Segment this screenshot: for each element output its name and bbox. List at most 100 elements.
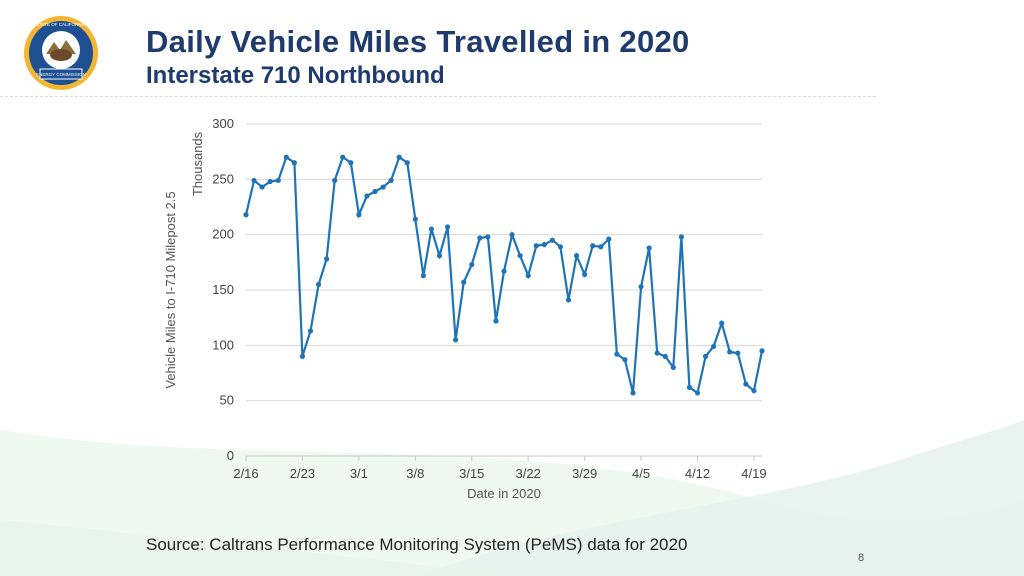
data-point: [315, 281, 322, 288]
data-point: [469, 261, 475, 268]
svg-text:STATE OF CALIFORNIA: STATE OF CALIFORNIA: [36, 22, 86, 27]
data-point: [444, 224, 451, 230]
series-line: [244, 155, 764, 395]
x-tick-label: 4/12: [685, 466, 710, 481]
data-point: [396, 154, 402, 160]
y-tick-label: 50: [220, 393, 234, 408]
data-point: [759, 348, 765, 354]
data-point: [380, 184, 386, 190]
data-point: [573, 253, 580, 259]
chart-gridlines: [246, 123, 762, 457]
data-point: [678, 234, 684, 240]
data-point: [283, 154, 289, 160]
y-tick-label: 150: [212, 282, 234, 297]
data-point: [501, 268, 507, 274]
data-point: [702, 353, 709, 359]
page-title: Daily Vehicle Miles Travelled in 2020: [146, 24, 690, 59]
data-point: [694, 390, 701, 396]
x-tick-label: 3/15: [459, 466, 484, 481]
x-tick-label: 3/8: [406, 466, 424, 481]
data-point: [525, 273, 531, 279]
data-point: [251, 177, 257, 184]
vmt-line-chart: 0 50 100 150 200 250 300 2/16 2/23 3/1 3/8 3/15 3/2…: [163, 116, 767, 501]
data-point: [461, 279, 467, 285]
x-tick-label: 2/16: [233, 466, 258, 481]
y-axis-tick-labels: 0 50 100 150 200 250 300: [212, 116, 234, 463]
data-point: [686, 384, 693, 390]
data-point: [493, 318, 499, 324]
data-point: [614, 351, 620, 357]
data-points: [243, 154, 765, 396]
x-axis-title: Date in 2020: [467, 486, 541, 501]
data-point: [662, 353, 668, 359]
data-point: [735, 350, 741, 356]
page-subtitle: Interstate 710 Northbound: [146, 62, 445, 89]
data-point: [340, 154, 346, 160]
data-point: [670, 364, 676, 371]
x-axis-tick-labels: 2/16 2/23 3/1 3/8 3/15 3/22 3/29 4/5 4/12 4/19: [233, 456, 767, 481]
data-point: [243, 212, 249, 218]
energy-commission-seal-logo: ENERGY COMMISSION STATE OF CALIFORNIA: [24, 16, 98, 90]
x-tick-label: 3/22: [516, 466, 541, 481]
data-point: [711, 343, 717, 350]
x-tick-label: 2/23: [290, 466, 315, 481]
data-point: [727, 349, 733, 355]
data-point: [332, 177, 338, 184]
data-point: [267, 178, 273, 185]
data-point: [630, 390, 636, 396]
data-point: [598, 244, 604, 250]
data-point: [606, 236, 612, 242]
data-point: [436, 253, 443, 259]
data-point: [565, 297, 572, 303]
x-tick-label: 3/29: [572, 466, 597, 481]
data-point: [533, 243, 539, 249]
x-tick-label: 4/5: [632, 466, 650, 481]
data-point: [557, 244, 564, 250]
data-point: [509, 232, 515, 238]
y-tick-label: 0: [227, 448, 234, 463]
data-point: [420, 273, 426, 279]
x-tick-label: 4/19: [741, 466, 766, 481]
data-point: [364, 193, 370, 199]
data-point: [291, 160, 297, 166]
data-point: [372, 188, 378, 195]
data-point: [541, 242, 547, 248]
data-point: [743, 381, 749, 387]
data-point: [299, 353, 306, 359]
data-point: [590, 243, 596, 249]
y-tick-label: 200: [212, 227, 234, 242]
data-point: [719, 320, 725, 326]
data-point: [654, 350, 660, 356]
data-point: [751, 388, 757, 394]
data-point: [348, 160, 354, 166]
data-point: [307, 328, 314, 334]
data-point: [549, 237, 555, 243]
data-point: [412, 216, 418, 222]
y-axis-unit-label: Thousands: [190, 131, 205, 196]
data-point: [485, 234, 491, 240]
data-point: [404, 160, 410, 166]
y-tick-label: 250: [212, 171, 234, 186]
page-number: 8: [858, 552, 865, 564]
svg-text:ENERGY COMMISSION: ENERGY COMMISSION: [36, 72, 86, 77]
data-point: [646, 245, 652, 251]
y-tick-label: 100: [212, 337, 234, 352]
y-tick-label: 300: [212, 116, 234, 131]
header-divider: [0, 96, 876, 97]
source-note: Source: Caltrans Performance Monitoring …: [146, 535, 688, 554]
data-point: [477, 235, 483, 241]
data-point: [324, 256, 330, 262]
y-axis-title: Vehicle Miles to I-710 Milepost 2.5: [163, 191, 178, 388]
data-point: [517, 253, 523, 259]
data-point: [582, 271, 588, 278]
data-point: [356, 212, 362, 218]
data-point: [388, 177, 394, 184]
x-tick-label: 3/1: [350, 466, 368, 481]
data-point: [259, 184, 265, 190]
data-point: [428, 226, 435, 232]
data-point: [453, 337, 459, 343]
data-point: [622, 357, 628, 363]
data-point: [638, 284, 644, 290]
data-point: [275, 177, 281, 184]
